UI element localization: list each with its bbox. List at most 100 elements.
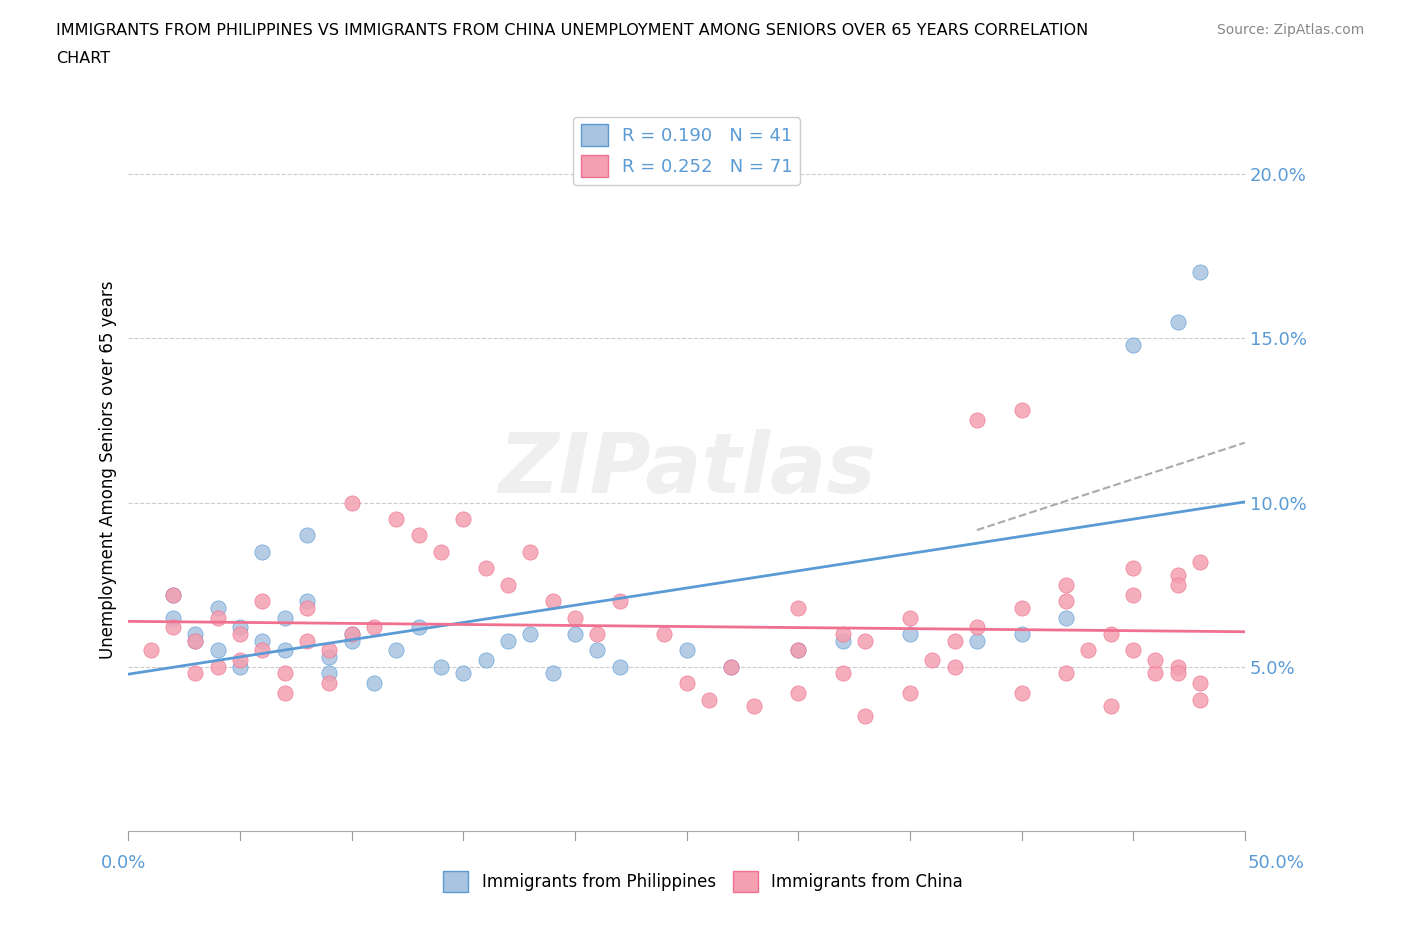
Point (1122, 643, 1144, 658)
Point (1054, 578, 1077, 592)
Point (453, 512, 475, 526)
Point (453, 666, 475, 681)
Point (229, 620, 252, 635)
Point (1167, 659, 1189, 674)
Point (541, 666, 564, 681)
Point (1167, 666, 1189, 681)
Point (229, 627, 252, 642)
Point (1189, 554, 1212, 569)
Point (832, 633, 855, 648)
Point (295, 593, 318, 608)
Point (609, 659, 631, 674)
Point (1144, 653, 1167, 668)
Point (474, 653, 496, 668)
Point (363, 620, 385, 635)
Point (318, 676, 340, 691)
Point (318, 643, 340, 658)
Point (943, 659, 966, 674)
Point (1189, 692, 1212, 707)
Point (162, 610, 184, 625)
Point (1054, 593, 1077, 608)
Point (252, 643, 274, 658)
Point (966, 620, 988, 635)
Point (207, 610, 229, 625)
Point (609, 593, 631, 608)
Point (1167, 578, 1189, 592)
Point (318, 650, 340, 665)
Point (652, 627, 675, 642)
Point (207, 600, 229, 615)
Point (274, 666, 297, 681)
Point (697, 692, 720, 707)
Y-axis label: Unemployment Among Seniors over 65 years: Unemployment Among Seniors over 65 years (100, 281, 117, 658)
Text: IMMIGRANTS FROM PHILIPPINES VS IMMIGRANTS FROM CHINA UNEMPLOYMENT AMONG SENIORS : IMMIGRANTS FROM PHILIPPINES VS IMMIGRANT… (56, 23, 1088, 38)
Point (252, 544, 274, 559)
Point (1122, 587, 1144, 602)
Legend: R = 0.190   N = 41, R = 0.252   N = 71: R = 0.190 N = 41, R = 0.252 N = 71 (574, 117, 800, 184)
Point (586, 627, 609, 642)
Point (586, 643, 609, 658)
Point (295, 528, 318, 543)
Point (430, 659, 453, 674)
Point (139, 643, 162, 658)
Point (898, 685, 921, 700)
Point (853, 709, 876, 724)
Point (1077, 643, 1099, 658)
Point (675, 676, 697, 691)
Point (295, 633, 318, 648)
Point (340, 627, 363, 642)
Point (1054, 666, 1077, 681)
Point (966, 633, 988, 648)
Point (385, 643, 408, 658)
Point (720, 659, 742, 674)
Text: CHART: CHART (56, 51, 110, 66)
Point (921, 653, 943, 668)
Point (1144, 666, 1167, 681)
Point (1122, 338, 1144, 352)
Point (207, 643, 229, 658)
Point (1189, 265, 1212, 280)
Point (184, 633, 207, 648)
Point (340, 633, 363, 648)
Point (274, 685, 297, 700)
Point (1167, 314, 1189, 329)
Point (207, 659, 229, 674)
Text: Source: ZipAtlas.com: Source: ZipAtlas.com (1216, 23, 1364, 37)
Point (1099, 699, 1122, 714)
Point (229, 653, 252, 668)
Point (787, 643, 810, 658)
Point (787, 685, 810, 700)
Point (832, 627, 855, 642)
Point (295, 600, 318, 615)
Point (720, 659, 742, 674)
Point (274, 610, 297, 625)
Point (1189, 676, 1212, 691)
Point (363, 676, 385, 691)
Point (675, 643, 697, 658)
Point (943, 633, 966, 648)
Point (1099, 627, 1122, 642)
Point (564, 610, 586, 625)
Point (541, 593, 564, 608)
Point (408, 528, 430, 543)
Point (184, 627, 207, 642)
Point (787, 643, 810, 658)
Point (340, 495, 363, 510)
Point (162, 620, 184, 635)
Point (496, 578, 519, 592)
Point (898, 627, 921, 642)
Point (430, 544, 453, 559)
Legend: Immigrants from Philippines, Immigrants from China: Immigrants from Philippines, Immigrants … (437, 865, 969, 898)
Point (519, 627, 541, 642)
Point (1054, 610, 1077, 625)
Point (162, 587, 184, 602)
Point (1011, 600, 1033, 615)
Point (385, 512, 408, 526)
Point (274, 643, 297, 658)
Point (1011, 627, 1033, 642)
Text: 0.0%: 0.0% (101, 854, 146, 872)
Point (496, 633, 519, 648)
Point (252, 633, 274, 648)
Point (564, 627, 586, 642)
Point (340, 627, 363, 642)
